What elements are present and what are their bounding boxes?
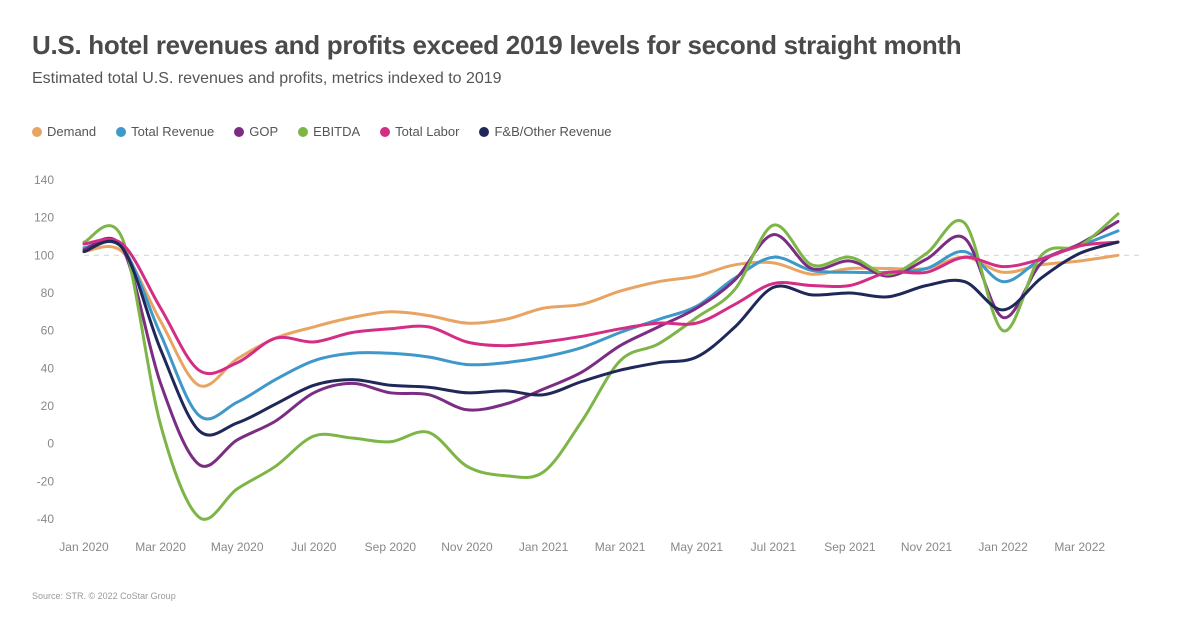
y-tick-label: 20 [41, 399, 55, 413]
series-line-f-b-other-revenue [82, 239, 1120, 437]
series-line-total-labor [82, 237, 1120, 376]
x-tick-label: Mar 2020 [135, 540, 186, 554]
legend-swatch [116, 126, 127, 137]
x-tick-label: Jan 2020 [59, 540, 109, 554]
legend-item: Total Labor [380, 124, 459, 139]
x-tick-label: Jul 2020 [291, 540, 337, 554]
legend-swatch [479, 126, 490, 137]
chart-subtitle: Estimated total U.S. revenues and profit… [32, 70, 502, 87]
x-axis-ticks: Jan 2020 Mar 2020 May 2020 Jul 2020 Sep 2020… [59, 540, 1105, 554]
legend-item: F&B/Other Revenue [479, 124, 612, 139]
y-tick-label: 0 [47, 437, 54, 451]
y-tick-label: 140 [34, 173, 54, 187]
legend: Demand Total Revenue GOP EBITDA Total Labor F… [32, 124, 612, 139]
y-tick-label: 100 [34, 248, 54, 262]
y-axis-ticks: -40 -20 0 20 40 60 80 100 120 140 [34, 173, 54, 526]
x-tick-label: Jul 2021 [751, 540, 797, 554]
y-tick-label: 40 [41, 361, 55, 375]
chart-title: U.S. hotel revenues and profits exceed 2… [32, 30, 962, 60]
legend-item: Total Revenue [116, 124, 214, 139]
series-line-ebitda [82, 212, 1120, 521]
x-tick-label: Mar 2021 [595, 540, 646, 554]
legend-swatch [234, 126, 245, 137]
legend-swatch [32, 126, 42, 137]
legend-label: EBITDA [313, 124, 361, 139]
x-tick-label: Mar 2022 [1054, 540, 1105, 554]
series-line-gop [82, 219, 1120, 468]
x-tick-label: May 2021 [670, 540, 723, 554]
legend-item: GOP [234, 124, 278, 139]
source-note: Source: STR. © 2022 CoStar Group [32, 591, 176, 601]
x-tick-label: Sep 2020 [365, 540, 417, 554]
x-tick-label: Jan 2021 [519, 540, 569, 554]
x-tick-label: Nov 2020 [441, 540, 493, 554]
series-line-total-revenue [82, 229, 1120, 421]
series-line-demand [82, 245, 1120, 388]
legend-label: Demand [47, 124, 97, 139]
legend-label: GOP [249, 124, 279, 139]
y-tick-label: 120 [34, 211, 54, 225]
y-tick-label: 60 [41, 324, 55, 338]
y-tick-label: -40 [37, 512, 55, 526]
x-tick-label: Nov 2021 [901, 540, 953, 554]
y-tick-label: -20 [37, 474, 55, 488]
x-tick-label: Sep 2021 [824, 540, 876, 554]
legend-label: Total Labor [395, 124, 460, 139]
legend-item: Demand [32, 124, 96, 139]
legend-swatch [298, 126, 309, 137]
series-lines [82, 212, 1120, 521]
legend-label: Total Revenue [131, 124, 215, 139]
legend-item: EBITDA [298, 124, 360, 139]
legend-label: F&B/Other Revenue [494, 124, 612, 139]
legend-swatch [380, 126, 391, 137]
x-tick-label: May 2020 [211, 540, 264, 554]
y-tick-label: 80 [41, 286, 55, 300]
x-tick-label: Jan 2022 [978, 540, 1028, 554]
